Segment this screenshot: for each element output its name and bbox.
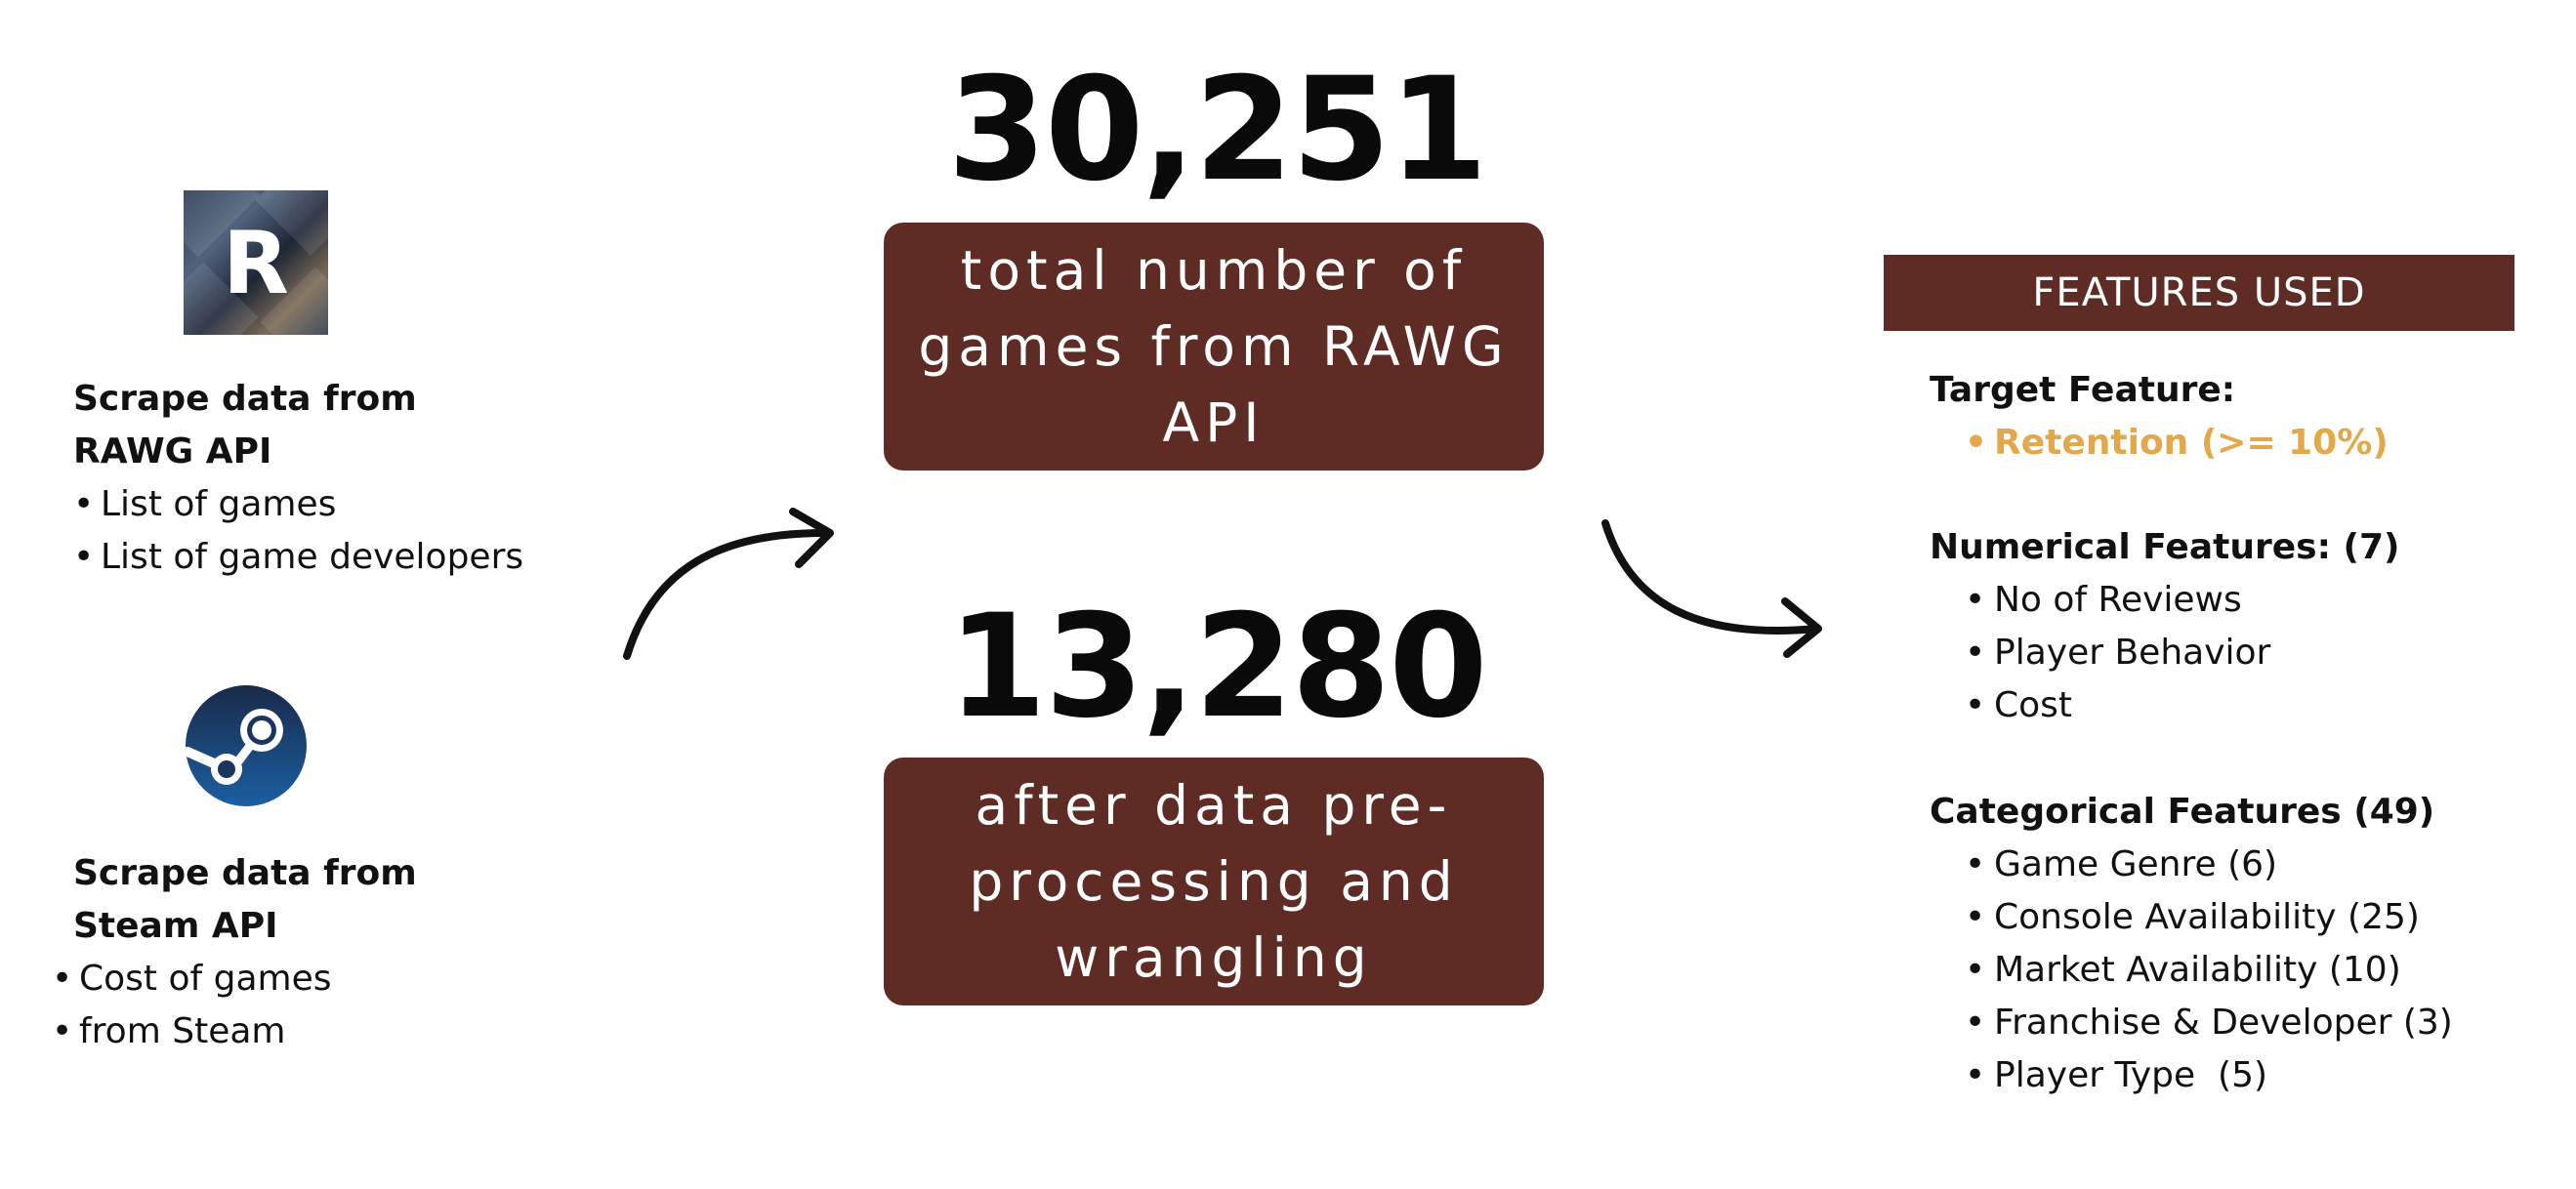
steam-title-line1: Scrape data from	[73, 853, 417, 893]
numerical-features-list: No of Reviews Player Behavior Cost	[1930, 574, 2555, 732]
target-feature-item: Retention (>= 10%)	[1930, 417, 2555, 470]
caption-line: processing and	[969, 850, 1459, 913]
list-item: Player Behavior	[1930, 627, 2555, 679]
caption-line: after data pre-	[975, 774, 1453, 837]
rawg-source-block: Scrape data from RAWG API List of games …	[73, 373, 581, 584]
list-item: Franchise & Developer (3)	[1930, 997, 2555, 1049]
caption-line: API	[1162, 391, 1266, 454]
rawg-logo-icon: R	[184, 190, 328, 335]
steam-source-block: Scrape data from Steam API Cost of games…	[52, 847, 581, 1058]
caption-line: total number of	[960, 239, 1468, 302]
curved-arrow-icon	[623, 508, 834, 660]
processed-games-number: 13,280	[947, 584, 1487, 750]
rawg-title-line2: RAWG API	[73, 431, 272, 472]
curved-arrow-icon	[1601, 519, 1822, 658]
list-item: Game Genre (6)	[1930, 839, 2555, 891]
list-item: Cost	[1930, 679, 2555, 732]
list-item: Player Type (5)	[1930, 1049, 2555, 1102]
caption-line: games from RAWG	[918, 315, 1510, 378]
list-item: Cost of games	[52, 953, 581, 1005]
processed-games-caption-box: after data pre- processing and wrangling	[884, 758, 1544, 1005]
total-games-number: 30,251	[947, 47, 1487, 213]
list-item: List of game developers	[73, 531, 581, 584]
categorical-features-block: Categorical Features (49) Game Genre (6)…	[1930, 786, 2555, 1102]
list-item: Market Availability (10)	[1930, 944, 2555, 997]
steam-list: Cost of games from Steam	[52, 953, 581, 1058]
total-games-caption-box: total number of games from RAWG API	[884, 223, 1544, 471]
numerical-features-block: Numerical Features: (7) No of Reviews Pl…	[1930, 521, 2555, 732]
rawg-title-line1: Scrape data from	[73, 379, 417, 419]
numerical-features-title: Numerical Features: (7)	[1930, 527, 2400, 567]
rawg-logo-letter: R	[223, 212, 289, 313]
target-feature-list: Retention (>= 10%)	[1930, 417, 2555, 470]
list-item: No of Reviews	[1930, 574, 2555, 627]
rawg-list: List of games List of game developers	[73, 478, 581, 584]
list-item-continued: from Steam	[52, 1005, 581, 1058]
categorical-features-list: Game Genre (6) Console Availability (25)…	[1930, 839, 2555, 1102]
target-feature-block: Target Feature: Retention (>= 10%)	[1930, 364, 2555, 470]
list-item: List of games	[73, 478, 581, 531]
target-feature-title: Target Feature:	[1930, 370, 2236, 410]
list-item: Console Availability (25)	[1930, 891, 2555, 944]
steam-title-line2: Steam API	[73, 906, 278, 946]
features-header: FEATURES USED	[1884, 255, 2514, 331]
steam-logo-icon	[184, 685, 307, 806]
caption-line: wrangling	[1055, 926, 1373, 989]
categorical-features-title: Categorical Features (49)	[1930, 792, 2435, 832]
